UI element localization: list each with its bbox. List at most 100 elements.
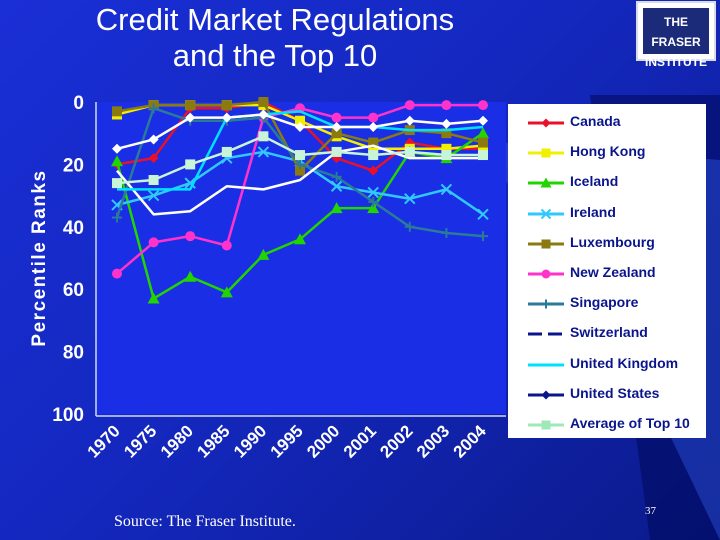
y-tick-label: 0: [73, 93, 84, 114]
legend-swatch: [528, 420, 564, 430]
legend-swatch: [528, 239, 564, 249]
x-tick-label: 2002: [376, 421, 416, 461]
data-point: [540, 208, 552, 219]
data-point: [367, 202, 380, 214]
legend-swatch: [528, 299, 564, 309]
legend-item: Canada: [508, 110, 706, 140]
data-point: [221, 146, 232, 157]
data-point: [478, 150, 488, 161]
x-tick-label: 2004: [450, 421, 491, 462]
data-point: [147, 292, 160, 304]
data-point: [477, 208, 489, 221]
series-line: [116, 144, 483, 216]
legend-label: Hong Kong: [570, 143, 646, 160]
data-point: [404, 115, 415, 126]
data-point: [331, 112, 342, 123]
legend-swatch: [528, 269, 564, 279]
series-united-kingdom: [117, 110, 484, 191]
legend-swatch: [528, 177, 564, 188]
data-point: [185, 159, 196, 170]
data-point: [257, 248, 270, 260]
data-point: [541, 269, 551, 279]
legend-item: Singapore: [508, 291, 706, 321]
legend-label: Ireland: [570, 203, 616, 220]
data-point: [478, 231, 488, 242]
data-point: [404, 100, 415, 111]
data-point: [258, 109, 269, 120]
data-point: [112, 106, 122, 117]
data-point: [404, 146, 415, 157]
series-line: [117, 110, 484, 191]
legend-swatch: [528, 363, 564, 366]
x-tick-label: 1980: [157, 421, 197, 461]
data-point: [478, 100, 488, 111]
data-point: [220, 286, 233, 298]
data-point: [441, 150, 452, 161]
data-point: [257, 146, 270, 158]
x-tick-label: 1975: [120, 421, 160, 461]
legend-label: Iceland: [570, 173, 619, 190]
legend-swatch: [528, 208, 564, 219]
data-point: [295, 165, 305, 176]
y-axis-title: Percentile Ranks: [29, 169, 50, 346]
data-point: [440, 183, 453, 196]
data-point: [330, 202, 343, 214]
x-axis-ticks: 1970197519801985199019952000200120022003…: [84, 421, 491, 462]
legend-item: United Kingdom: [508, 352, 706, 382]
logo-line-2: INSTITUTE: [645, 55, 707, 69]
data-point: [112, 212, 122, 223]
data-point: [441, 228, 452, 239]
y-tick-label: 60: [63, 280, 84, 301]
series-switzerland: [116, 144, 483, 216]
series-group: [111, 97, 489, 304]
data-point: [441, 128, 452, 139]
data-point: [331, 171, 342, 182]
legend-label: United States: [570, 384, 660, 401]
data-point: [331, 146, 342, 157]
legend-item: New Zealand: [508, 261, 706, 291]
data-point: [258, 97, 269, 107]
data-point: [330, 180, 343, 192]
slide-title-line-2: and the Top 10: [172, 38, 378, 73]
data-point: [540, 177, 552, 188]
legend-label: Luxembourg: [570, 233, 655, 250]
data-point: [478, 137, 488, 148]
data-point: [148, 153, 159, 164]
data-point: [258, 131, 269, 142]
data-point: [295, 159, 305, 170]
legend-item: United States: [508, 382, 706, 412]
data-point: [294, 233, 306, 245]
data-point: [148, 103, 159, 114]
series-united-states: [112, 109, 488, 154]
legend-label: Singapore: [570, 294, 639, 311]
data-point: [368, 165, 379, 176]
legend-label: Switzerland: [570, 324, 648, 341]
data-point: [184, 177, 196, 189]
data-point: [221, 100, 232, 111]
data-point: [541, 118, 551, 128]
data-point: [368, 137, 379, 148]
data-point: [368, 143, 379, 154]
x-tick-label: 2000: [303, 421, 343, 461]
data-point: [185, 231, 196, 242]
series-new-zealand: [112, 100, 488, 279]
source-note: Source: The Fraser Institute.: [114, 513, 296, 530]
data-point: [148, 175, 159, 185]
page-number: 37: [645, 505, 656, 517]
legend-item: Ireland: [508, 201, 706, 231]
data-point: [541, 239, 551, 249]
data-point: [477, 127, 489, 139]
legend-label: New Zealand: [570, 263, 656, 280]
data-point: [441, 143, 452, 154]
data-point: [367, 186, 379, 199]
series-average-of-top-10: [112, 131, 488, 189]
data-point: [441, 100, 452, 111]
data-point: [221, 240, 232, 251]
y-tick-label: 100: [52, 405, 84, 426]
data-point: [368, 121, 379, 132]
y-tick-label: 80: [63, 343, 84, 364]
legend-item: Switzerland: [508, 321, 706, 351]
logo-line-1: THE FRASER: [651, 15, 701, 49]
data-point: [541, 148, 551, 158]
data-point: [112, 143, 122, 154]
